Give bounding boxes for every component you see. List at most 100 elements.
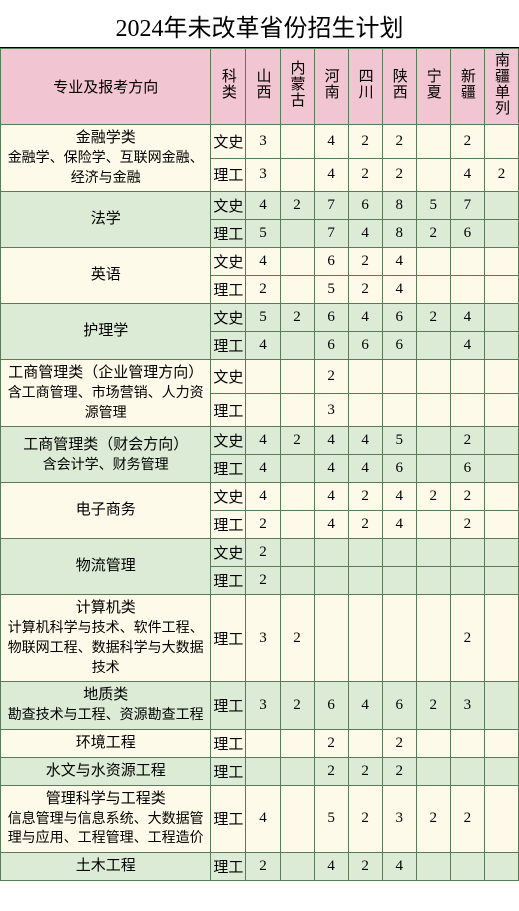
value-cell: 2 bbox=[246, 511, 280, 539]
value-cell: 2 bbox=[348, 276, 382, 304]
value-cell bbox=[416, 158, 450, 192]
value-cell bbox=[416, 276, 450, 304]
table-row: 法学文史4276857 bbox=[1, 192, 519, 220]
table-row: 工商管理类（财会方向）含会计学、财务管理文史424452 bbox=[1, 427, 519, 455]
value-cell: 4 bbox=[314, 852, 348, 880]
value-cell bbox=[484, 427, 518, 455]
value-cell bbox=[450, 567, 484, 595]
value-cell: 5 bbox=[246, 304, 280, 332]
value-cell: 3 bbox=[314, 393, 348, 427]
table-header: 专业及报考方向 科类 山西内蒙古河南四川陕西宁夏新疆南疆单列 bbox=[1, 49, 519, 125]
table-row: 土木工程理工2424 bbox=[1, 852, 519, 880]
major-cell: 工商管理类（企业管理方向）含工商管理、市场营销、人力资源管理 bbox=[1, 360, 211, 427]
value-cell: 6 bbox=[314, 332, 348, 360]
major-sub: 含会计学、财务管理 bbox=[3, 456, 208, 476]
value-cell: 5 bbox=[314, 785, 348, 852]
table-row: 金融学类金融学、保险学、互联网金融、经济与金融文史34222 bbox=[1, 125, 519, 159]
value-cell: 4 bbox=[314, 125, 348, 159]
value-cell: 4 bbox=[246, 332, 280, 360]
value-cell bbox=[280, 539, 314, 567]
value-cell bbox=[416, 393, 450, 427]
value-cell bbox=[314, 595, 348, 682]
major-cell: 物流管理 bbox=[1, 539, 211, 595]
value-cell bbox=[348, 595, 382, 682]
value-cell bbox=[246, 757, 280, 785]
value-cell bbox=[348, 539, 382, 567]
major-sub: 计算机科学与技术、软件工程、物联网工程、数据科学与大数据技术 bbox=[3, 619, 208, 678]
value-cell bbox=[348, 360, 382, 394]
value-cell: 3 bbox=[450, 682, 484, 730]
value-cell bbox=[280, 220, 314, 248]
col-province: 新疆 bbox=[450, 49, 484, 125]
type-cell: 文史 bbox=[211, 427, 246, 455]
table-row: 计算机类计算机科学与技术、软件工程、物联网工程、数据科学与大数据技术理工322 bbox=[1, 595, 519, 682]
type-cell: 理工 bbox=[211, 595, 246, 682]
value-cell: 4 bbox=[246, 483, 280, 511]
value-cell bbox=[450, 729, 484, 757]
value-cell bbox=[484, 192, 518, 220]
value-cell bbox=[484, 757, 518, 785]
value-cell bbox=[484, 729, 518, 757]
major-main: 水文与水资源工程 bbox=[3, 761, 208, 782]
value-cell: 4 bbox=[246, 455, 280, 483]
value-cell bbox=[280, 248, 314, 276]
major-cell: 环境工程 bbox=[1, 729, 211, 757]
value-cell: 2 bbox=[314, 729, 348, 757]
col-province: 南疆单列 bbox=[484, 49, 518, 125]
value-cell: 2 bbox=[314, 360, 348, 394]
value-cell: 2 bbox=[450, 483, 484, 511]
type-cell: 理工 bbox=[211, 729, 246, 757]
value-cell: 4 bbox=[348, 304, 382, 332]
value-cell: 2 bbox=[450, 785, 484, 852]
value-cell: 2 bbox=[450, 595, 484, 682]
value-cell bbox=[450, 393, 484, 427]
value-cell: 6 bbox=[382, 682, 416, 730]
value-cell: 5 bbox=[314, 276, 348, 304]
value-cell bbox=[484, 511, 518, 539]
value-cell bbox=[416, 852, 450, 880]
value-cell bbox=[280, 360, 314, 394]
value-cell: 2 bbox=[348, 158, 382, 192]
type-cell: 文史 bbox=[211, 539, 246, 567]
major-main: 环境工程 bbox=[3, 733, 208, 754]
type-cell: 理工 bbox=[211, 332, 246, 360]
major-sub: 勘查技术与工程、资源勘查工程 bbox=[3, 706, 208, 726]
value-cell: 2 bbox=[416, 483, 450, 511]
value-cell bbox=[280, 852, 314, 880]
major-main: 护理学 bbox=[3, 321, 208, 342]
value-cell bbox=[280, 785, 314, 852]
value-cell: 3 bbox=[382, 785, 416, 852]
value-cell bbox=[450, 757, 484, 785]
table-row: 管理科学与工程类信息管理与信息系统、大数据管理与应用、工程管理、工程造价理工45… bbox=[1, 785, 519, 852]
major-cell: 管理科学与工程类信息管理与信息系统、大数据管理与应用、工程管理、工程造价 bbox=[1, 785, 211, 852]
value-cell bbox=[484, 682, 518, 730]
value-cell bbox=[484, 360, 518, 394]
value-cell bbox=[484, 276, 518, 304]
value-cell: 4 bbox=[314, 158, 348, 192]
value-cell: 4 bbox=[348, 455, 382, 483]
value-cell: 4 bbox=[348, 427, 382, 455]
table-body: 金融学类金融学、保险学、互联网金融、经济与金融文史34222理工342242法学… bbox=[1, 125, 519, 881]
major-cell: 电子商务 bbox=[1, 483, 211, 539]
value-cell: 2 bbox=[280, 192, 314, 220]
value-cell: 2 bbox=[348, 248, 382, 276]
value-cell bbox=[450, 276, 484, 304]
value-cell: 4 bbox=[246, 248, 280, 276]
type-cell: 文史 bbox=[211, 360, 246, 394]
value-cell bbox=[484, 483, 518, 511]
value-cell: 4 bbox=[450, 332, 484, 360]
value-cell: 6 bbox=[314, 682, 348, 730]
value-cell bbox=[484, 125, 518, 159]
type-cell: 文史 bbox=[211, 248, 246, 276]
value-cell: 2 bbox=[348, 785, 382, 852]
major-main: 地质类 bbox=[3, 685, 208, 706]
value-cell: 2 bbox=[246, 276, 280, 304]
value-cell bbox=[484, 852, 518, 880]
value-cell: 5 bbox=[382, 427, 416, 455]
type-cell: 文史 bbox=[211, 483, 246, 511]
value-cell bbox=[246, 729, 280, 757]
value-cell: 4 bbox=[314, 511, 348, 539]
value-cell: 3 bbox=[246, 595, 280, 682]
value-cell: 2 bbox=[348, 511, 382, 539]
value-cell bbox=[450, 539, 484, 567]
